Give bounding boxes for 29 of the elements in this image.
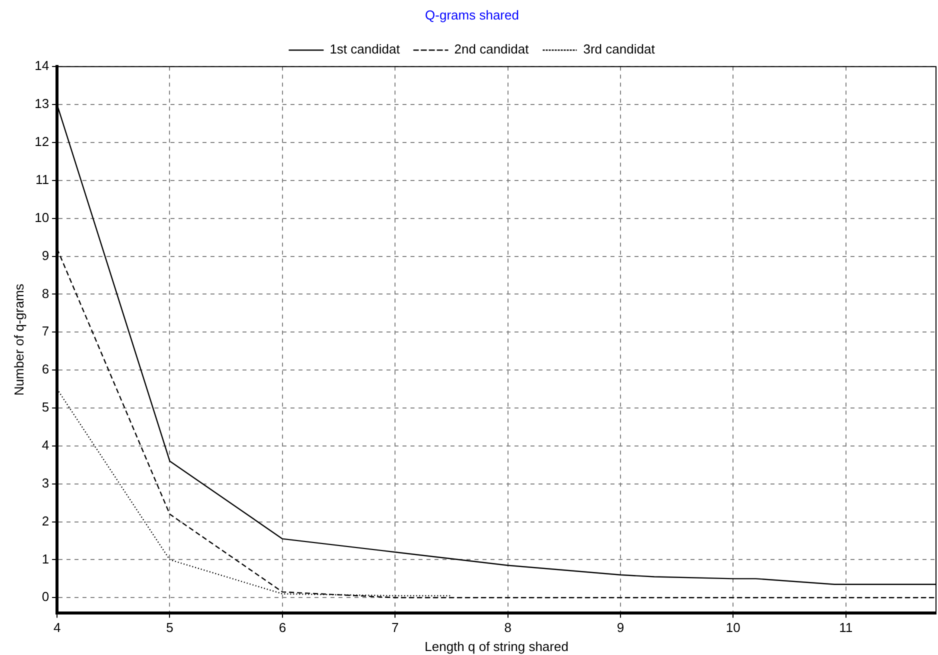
y-tick-label: 14 (34, 58, 50, 74)
y-tick-label: 0 (42, 589, 50, 604)
x-tick-label: 7 (391, 620, 399, 636)
y-axis-title: Number of q-grams (11, 283, 26, 396)
x-tick-label: 11 (839, 620, 853, 636)
y-tick-label: 6 (42, 362, 50, 377)
x-tick-label: 8 (504, 620, 512, 636)
chart-title: Q-grams shared (425, 7, 519, 22)
x-axis-title: Length q of string shared (424, 638, 568, 654)
y-tick-label: 4 (42, 437, 50, 452)
y-tick-label: 11 (36, 172, 50, 187)
x-tick-label: 9 (616, 620, 624, 636)
y-tick-label: 5 (42, 400, 50, 415)
y-tick-label: 2 (42, 513, 50, 528)
y-tick-label: 10 (34, 210, 50, 225)
y-tick-label: 13 (34, 96, 50, 112)
y-tick-label: 7 (42, 324, 50, 339)
y-tick-label: 12 (34, 134, 50, 150)
legend-label: 1st candidat (330, 42, 400, 57)
x-tick-label: 6 (278, 620, 286, 636)
x-tick-label: 5 (166, 620, 174, 636)
y-tick-label: 1 (42, 551, 50, 566)
y-tick-label: 9 (42, 248, 50, 263)
legend-label: 3rd candidat (583, 42, 656, 57)
y-tick-label: 8 (42, 286, 50, 301)
legend-label: 2nd candidat (454, 42, 530, 57)
y-tick-label: 3 (42, 475, 50, 490)
x-tick-label: 10 (726, 620, 740, 636)
x-tick-label: 4 (53, 620, 61, 636)
